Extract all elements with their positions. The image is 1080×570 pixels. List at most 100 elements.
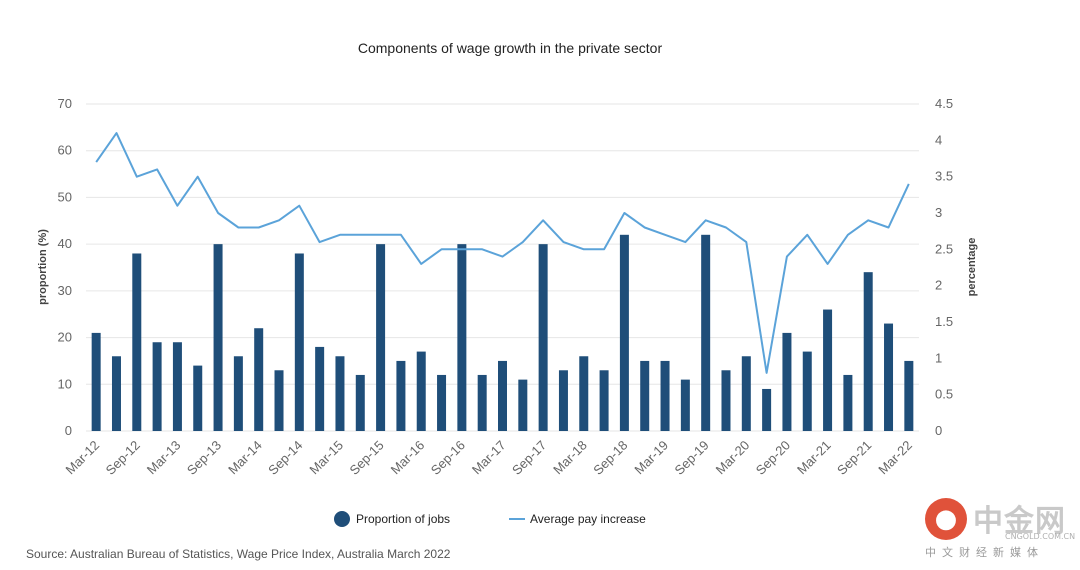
x-tick-label: Sep-15: [346, 438, 386, 478]
legend: Proportion of jobs Average pay increase: [334, 511, 646, 527]
watermark-url: CNGOLD.COM.CN: [1005, 532, 1076, 541]
bar: [335, 356, 345, 431]
right-tick-label: 4.5: [935, 96, 953, 111]
bar: [416, 351, 426, 431]
x-tick-label: Mar-20: [713, 438, 753, 478]
bar: [802, 351, 812, 431]
x-tick-label: Sep-17: [509, 438, 549, 478]
bar: [660, 360, 670, 431]
right-axis-title: percentage: [966, 238, 978, 297]
left-tick-label: 70: [58, 96, 72, 111]
bar: [904, 360, 914, 431]
bar: [213, 244, 223, 431]
bar: [91, 332, 101, 431]
bar: [355, 374, 365, 431]
x-tick-label: Mar-22: [875, 438, 915, 478]
coin-logo-icon: ●: [925, 498, 967, 540]
bar: [274, 370, 284, 431]
left-tick-label: 50: [58, 189, 72, 204]
x-tick-label: Sep-14: [265, 438, 305, 478]
legend-label-proportion-of-jobs: Proportion of jobs: [356, 512, 450, 526]
gridlines: [86, 103, 919, 432]
right-tick-label: 2.5: [935, 241, 953, 256]
left-axis-ticks: 0 10 20 30 40 50 60 70: [58, 96, 72, 438]
bar: [823, 309, 833, 431]
bar: [294, 253, 304, 431]
bar: [599, 370, 609, 431]
right-tick-label: 0: [935, 423, 942, 438]
watermark-tagline: 中文财经新媒体: [925, 546, 1044, 559]
bar: [254, 328, 264, 431]
left-tick-label: 20: [58, 330, 72, 345]
bar: [233, 356, 243, 431]
right-tick-label: 0.5: [935, 387, 953, 402]
bar: [721, 370, 731, 431]
left-tick-label: 30: [58, 283, 72, 298]
bar: [111, 356, 121, 431]
left-tick-label: 10: [58, 376, 72, 391]
bar: [518, 379, 528, 431]
bar: [863, 272, 873, 431]
bar: [152, 342, 162, 431]
x-tick-label: Sep-13: [184, 438, 224, 478]
x-tick-label: Sep-19: [672, 438, 712, 478]
x-tick-label: Mar-14: [225, 438, 265, 478]
legend-marker-proportion-of-jobs: [334, 511, 350, 527]
bar: [843, 374, 853, 431]
left-tick-label: 0: [65, 423, 72, 438]
x-tick-label: Mar-16: [388, 438, 428, 478]
bar: [396, 360, 406, 431]
watermark-name: 中金网: [973, 504, 1066, 539]
x-axis-ticks: Mar-12 Sep-12 Mar-13 Sep-13 Mar-14 Sep-14 Mar-…: [63, 438, 915, 478]
watermark-logo: ● 中金网 CNGOLD.COM.CN 中文财经新媒体: [925, 496, 1075, 562]
bar: [193, 365, 203, 431]
bar-series-proportion-of-jobs: [91, 234, 914, 431]
legend-label-average-pay-increase: Average pay increase: [530, 512, 646, 526]
bar: [538, 244, 548, 431]
left-tick-label: 60: [58, 143, 72, 158]
right-tick-label: 4: [935, 132, 942, 147]
bar: [498, 360, 507, 431]
bar: [884, 323, 894, 431]
right-tick-label: 1.5: [935, 314, 953, 329]
x-tick-label: Mar-13: [144, 438, 184, 478]
bar: [782, 332, 792, 431]
bar: [762, 388, 772, 431]
x-tick-label: Sep-18: [590, 438, 630, 478]
left-axis-title: proportion (%): [37, 229, 49, 305]
x-tick-label: Mar-17: [469, 438, 509, 478]
chart-title: Components of wage growth in the private…: [358, 40, 663, 56]
bar: [315, 346, 325, 431]
bar: [376, 244, 386, 431]
x-tick-label: Sep-20: [753, 438, 793, 478]
bar: [619, 234, 629, 431]
right-tick-label: 3: [935, 205, 942, 220]
x-tick-label: Mar-15: [306, 438, 346, 478]
bar: [741, 356, 751, 431]
bar: [457, 244, 467, 431]
bar: [680, 379, 690, 431]
x-tick-label: Sep-12: [103, 438, 143, 478]
x-tick-label: Mar-12: [63, 438, 103, 478]
left-tick-label: 40: [58, 236, 72, 251]
line-series-average-pay-increase: [95, 132, 910, 374]
bar: [640, 360, 650, 431]
x-tick-label: Mar-19: [631, 438, 671, 478]
bar: [701, 234, 711, 431]
right-tick-label: 3.5: [935, 169, 953, 184]
bar: [477, 374, 487, 431]
x-tick-label: Sep-16: [428, 438, 468, 478]
x-tick-label: Sep-21: [834, 438, 874, 478]
bar: [437, 374, 447, 431]
x-tick-label: Mar-18: [550, 438, 590, 478]
right-axis-ticks: 0 0.5 1 1.5 2 2.5 3 3.5 4 4.5: [935, 96, 953, 438]
right-tick-label: 1: [935, 350, 942, 365]
source-note: Source: Australian Bureau of Statistics,…: [26, 547, 451, 561]
bar: [132, 253, 142, 431]
right-tick-label: 2: [935, 278, 942, 293]
x-tick-label: Mar-21: [794, 438, 834, 478]
bar: [172, 342, 182, 431]
bar: [579, 356, 589, 431]
bar: [558, 370, 568, 431]
